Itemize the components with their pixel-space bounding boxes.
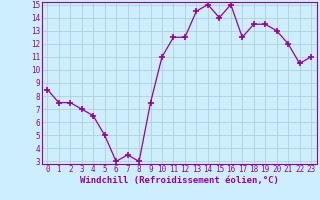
X-axis label: Windchill (Refroidissement éolien,°C): Windchill (Refroidissement éolien,°C) bbox=[80, 176, 279, 185]
